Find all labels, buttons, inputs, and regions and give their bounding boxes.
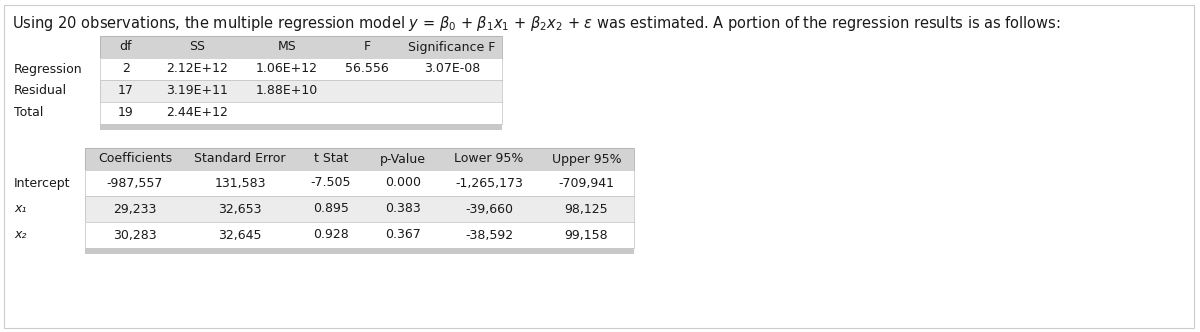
Text: Regression: Regression: [14, 62, 83, 75]
FancyBboxPatch shape: [85, 248, 634, 254]
Text: 29,233: 29,233: [113, 203, 157, 215]
Text: 0.928: 0.928: [313, 228, 349, 241]
Text: 99,158: 99,158: [565, 228, 608, 241]
FancyBboxPatch shape: [100, 58, 502, 80]
Text: Coefficients: Coefficients: [98, 152, 172, 165]
Text: 0.895: 0.895: [313, 203, 349, 215]
Text: Lower 95%: Lower 95%: [455, 152, 523, 165]
Text: p-Value: p-Value: [380, 152, 426, 165]
Text: 2: 2: [122, 62, 130, 75]
Text: 2.12E+12: 2.12E+12: [166, 62, 228, 75]
Text: -709,941: -709,941: [558, 177, 614, 190]
Text: 0.367: 0.367: [385, 228, 421, 241]
Text: 3.07E-08: 3.07E-08: [424, 62, 480, 75]
Text: 2.44E+12: 2.44E+12: [166, 107, 228, 120]
Text: 0.383: 0.383: [385, 203, 421, 215]
Text: 1.06E+12: 1.06E+12: [256, 62, 318, 75]
Text: 17: 17: [118, 85, 134, 98]
Text: 1.88E+10: 1.88E+10: [256, 85, 318, 98]
Text: 32,645: 32,645: [218, 228, 262, 241]
Text: 56.556: 56.556: [346, 62, 389, 75]
Text: -39,660: -39,660: [466, 203, 514, 215]
Text: df: df: [120, 41, 132, 53]
FancyBboxPatch shape: [85, 196, 634, 222]
Text: -1,265,173: -1,265,173: [455, 177, 523, 190]
Text: Total: Total: [14, 107, 43, 120]
Text: Intercept: Intercept: [14, 177, 71, 190]
FancyBboxPatch shape: [100, 36, 502, 58]
Text: 131,583: 131,583: [215, 177, 265, 190]
Text: Significance F: Significance F: [408, 41, 496, 53]
Text: 98,125: 98,125: [565, 203, 608, 215]
Text: t Stat: t Stat: [314, 152, 348, 165]
Text: Upper 95%: Upper 95%: [552, 152, 622, 165]
Text: MS: MS: [277, 41, 296, 53]
Text: SS: SS: [190, 41, 205, 53]
Text: F: F: [364, 41, 371, 53]
Text: Standard Error: Standard Error: [194, 152, 286, 165]
Text: x₁: x₁: [14, 203, 26, 215]
FancyBboxPatch shape: [100, 80, 502, 102]
Text: -38,592: -38,592: [464, 228, 514, 241]
Text: x₂: x₂: [14, 228, 26, 241]
Text: -7.505: -7.505: [311, 177, 352, 190]
Text: -987,557: -987,557: [107, 177, 163, 190]
FancyBboxPatch shape: [85, 148, 634, 170]
FancyBboxPatch shape: [85, 222, 634, 248]
Text: Using 20 observations, the multiple regression model $y$ = $\beta_0$ + $\beta_1x: Using 20 observations, the multiple regr…: [12, 14, 1061, 33]
Text: 30,283: 30,283: [113, 228, 157, 241]
Text: 3.19E+11: 3.19E+11: [166, 85, 228, 98]
Text: 19: 19: [118, 107, 134, 120]
FancyBboxPatch shape: [85, 170, 634, 196]
Text: 32,653: 32,653: [218, 203, 262, 215]
Text: 0.000: 0.000: [385, 177, 421, 190]
Text: Residual: Residual: [14, 85, 67, 98]
FancyBboxPatch shape: [100, 124, 502, 130]
FancyBboxPatch shape: [100, 102, 502, 124]
